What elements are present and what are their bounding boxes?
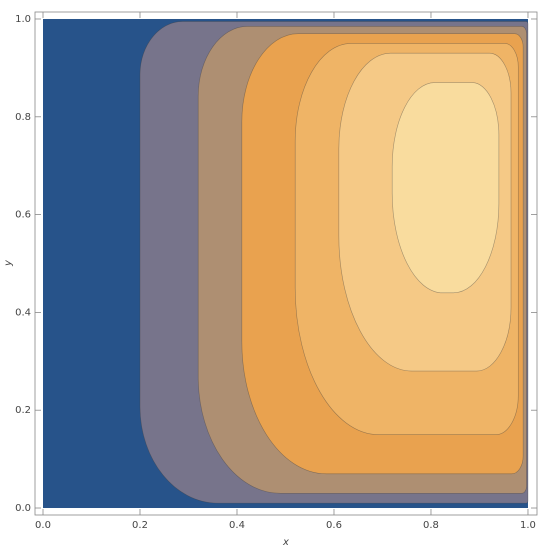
y-axis-label: y: [3, 259, 14, 267]
y-tick-label: 0.8: [15, 112, 31, 123]
plot-frame: [34, 11, 538, 516]
y-tick-label: 0.2: [15, 405, 31, 416]
x-tick-label: 0.6: [326, 520, 342, 531]
x-tick-label: 0.2: [132, 520, 148, 531]
y-tick-label: 0.4: [15, 307, 31, 318]
x-axis-label: x: [282, 537, 289, 548]
x-tick-label: 0.0: [35, 520, 51, 531]
x-tick-label: 0.8: [423, 520, 439, 531]
y-tick-label: 1.0: [15, 14, 31, 25]
y-tick-label: 0.0: [15, 503, 31, 514]
y-tick-label: 0.6: [15, 210, 31, 221]
x-tick-label: 1.0: [520, 520, 536, 531]
contour-band: [391, 82, 500, 294]
x-tick-label: 0.4: [229, 520, 245, 531]
